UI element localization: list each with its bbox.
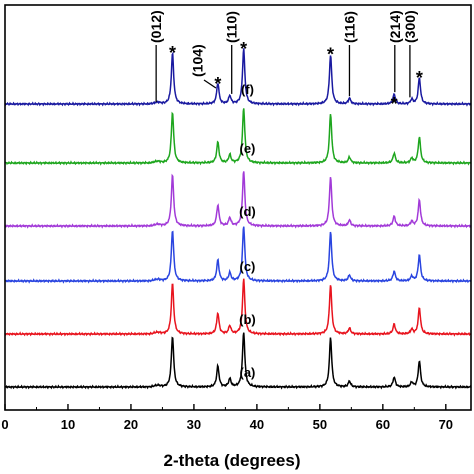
series-label-f: (f)	[241, 82, 254, 97]
x-tick-label-40: 40	[250, 417, 264, 432]
series-line-b	[4, 278, 472, 337]
x-tick-label-30: 30	[187, 417, 201, 432]
x-axis: 0 10 20 30 40 50 60 70	[1, 404, 453, 432]
x-tick-label-20: 20	[124, 417, 138, 432]
annotation-label-116: (116)	[341, 11, 357, 43]
series-layer: (a) (b) (c) (d) (e) (f)	[4, 48, 472, 390]
series-line-a	[4, 332, 472, 390]
annotation-line-104	[203, 79, 217, 89]
x-tick-label-60: 60	[376, 417, 390, 432]
peak-star-marker: *	[327, 45, 334, 65]
series-line-e	[4, 108, 472, 166]
x-axis-label: 2-theta (degrees)	[164, 451, 301, 470]
annotation-label-012: (012)	[148, 10, 164, 43]
peak-star-marker: *	[214, 74, 221, 94]
series-line-f	[4, 48, 472, 107]
annotation-layer: (012) (104) (110) (116) (214) (300) * * * * * *	[148, 10, 423, 114]
series-line-c	[4, 226, 472, 284]
plot-frame	[4, 4, 472, 411]
peak-star-marker: *	[240, 39, 247, 59]
series-label-a: (a)	[240, 365, 256, 380]
series-line-d	[4, 171, 472, 229]
series-label-d: (d)	[239, 204, 256, 219]
annotation-label-214: (214)	[387, 10, 403, 43]
x-tick-label-70: 70	[439, 417, 453, 432]
peak-star-marker: *	[416, 68, 423, 88]
x-tick-label-0: 0	[1, 417, 8, 432]
annotation-label-300: (300)	[402, 10, 418, 43]
x-tick-label-10: 10	[61, 417, 75, 432]
annotation-label-104: (104)	[190, 44, 206, 77]
peak-star-marker: *	[169, 43, 176, 63]
peak-star-marker: *	[391, 94, 398, 114]
annotation-label-110: (110)	[224, 11, 240, 43]
x-tick-label-50: 50	[313, 417, 327, 432]
series-label-c: (c)	[240, 259, 256, 274]
series-label-e: (e)	[240, 141, 256, 156]
series-label-b: (b)	[239, 312, 256, 327]
